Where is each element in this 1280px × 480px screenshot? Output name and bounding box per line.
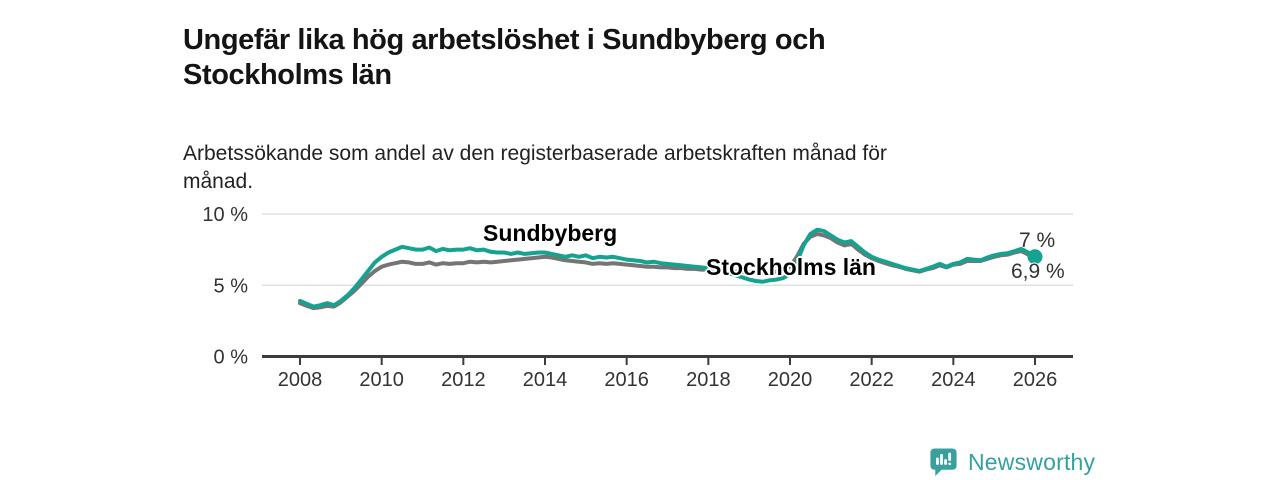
- x-tick-label: 2012: [441, 369, 486, 391]
- series-label-stockholms-lan: Stockholms län: [706, 254, 876, 280]
- x-tick-label: 2022: [849, 369, 894, 391]
- y-tick-label: 5 %: [214, 275, 249, 297]
- brand-name: Newsworthy: [968, 448, 1096, 475]
- series-line-sundbyberg: [298, 227, 1037, 309]
- brand-footer: Newsworthy: [928, 446, 1095, 478]
- x-tick-label: 2008: [278, 369, 323, 391]
- end-value-label-sundbyberg: 7 %: [1019, 229, 1056, 252]
- chart-subtitle: Arbetssökande som andel av den registerb…: [183, 142, 887, 193]
- y-tick-label: 0 %: [214, 347, 249, 369]
- series-label-sundbyberg: Sundbyberg: [483, 220, 618, 246]
- x-tick-label: 2026: [1013, 369, 1058, 391]
- x-tick-label: 2010: [359, 369, 404, 391]
- page-title: Ungefär lika hög arbetslöshet i Sundbybe…: [183, 24, 826, 91]
- end-value-label-stockholms-lan: 6,9 %: [1011, 260, 1065, 283]
- x-tick-label: 2024: [931, 369, 976, 391]
- y-tick-label: 10 %: [202, 204, 248, 226]
- x-tick-label: 2020: [768, 369, 813, 391]
- newsworthy-logo-icon: [930, 448, 957, 477]
- x-tick-label: 2014: [523, 369, 568, 391]
- x-tick-label: 2018: [686, 369, 731, 391]
- x-tick-label: 2016: [604, 369, 649, 391]
- end-point-marker: [1027, 249, 1043, 265]
